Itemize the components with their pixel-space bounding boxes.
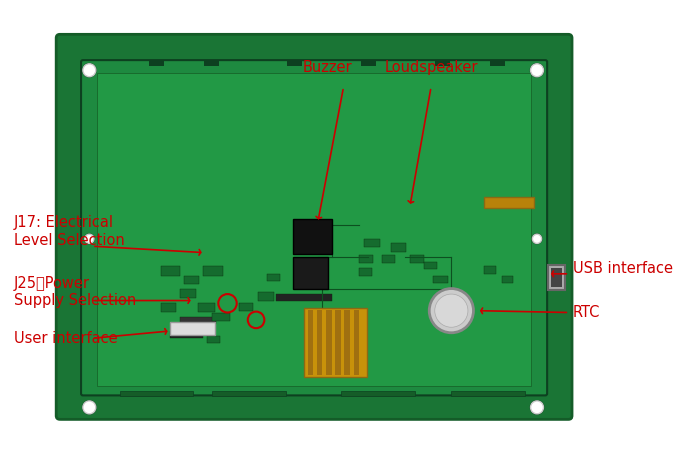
Circle shape — [85, 234, 94, 243]
Bar — [433, 276, 447, 283]
Bar — [483, 266, 496, 274]
Bar — [184, 276, 199, 284]
Bar — [207, 336, 220, 343]
FancyBboxPatch shape — [56, 34, 572, 419]
Circle shape — [530, 400, 545, 415]
Bar — [205, 60, 219, 66]
Bar — [267, 274, 280, 281]
Bar — [490, 60, 505, 66]
Text: User interface: User interface — [14, 331, 118, 346]
Bar — [317, 310, 322, 375]
Circle shape — [82, 400, 97, 415]
Bar — [551, 268, 562, 287]
FancyBboxPatch shape — [59, 37, 573, 420]
Circle shape — [532, 233, 543, 244]
Bar — [171, 331, 203, 338]
Circle shape — [530, 64, 543, 76]
Ellipse shape — [429, 288, 473, 333]
Bar — [345, 310, 350, 375]
Bar — [97, 73, 532, 386]
Text: J17: Electrical
Level Selection: J17: Electrical Level Selection — [14, 215, 124, 248]
Text: J25：Power
Supply Selection: J25：Power Supply Selection — [14, 276, 136, 308]
Bar — [304, 308, 367, 377]
Bar — [424, 262, 437, 269]
Text: Loudspeaker: Loudspeaker — [384, 60, 478, 75]
Bar — [361, 60, 376, 66]
Circle shape — [83, 401, 96, 414]
Ellipse shape — [435, 294, 468, 327]
Bar — [326, 310, 332, 375]
Bar — [239, 303, 254, 310]
Circle shape — [83, 64, 96, 76]
Circle shape — [84, 233, 95, 244]
Text: USB interface: USB interface — [573, 261, 673, 276]
Text: RTC: RTC — [573, 305, 600, 320]
Bar — [354, 310, 359, 375]
FancyBboxPatch shape — [81, 60, 547, 396]
Circle shape — [82, 63, 97, 77]
Bar — [307, 310, 313, 375]
Bar — [149, 60, 164, 66]
Bar — [161, 266, 180, 276]
Bar — [288, 60, 302, 66]
Bar — [435, 60, 449, 66]
Bar — [171, 322, 215, 335]
Bar — [502, 276, 513, 283]
Bar — [483, 198, 534, 208]
Bar — [212, 312, 231, 321]
Bar — [335, 310, 341, 375]
Bar — [276, 294, 332, 302]
Bar — [161, 303, 176, 311]
Bar — [410, 256, 424, 263]
Circle shape — [530, 63, 545, 77]
Bar — [392, 243, 406, 252]
Bar — [203, 266, 223, 276]
Bar — [180, 289, 197, 298]
Bar — [120, 391, 193, 396]
Text: Buzzer: Buzzer — [302, 60, 352, 75]
Bar — [548, 265, 564, 290]
Bar — [382, 256, 395, 263]
Bar — [293, 219, 332, 253]
Bar — [341, 391, 415, 396]
Bar — [452, 391, 525, 396]
Bar — [198, 303, 215, 311]
Circle shape — [532, 234, 541, 243]
Bar — [293, 257, 328, 288]
Bar — [258, 292, 275, 301]
Bar — [359, 256, 373, 263]
Bar — [359, 268, 372, 276]
Bar — [364, 239, 380, 247]
Bar — [212, 391, 286, 396]
Bar — [180, 317, 216, 324]
Circle shape — [530, 401, 543, 414]
